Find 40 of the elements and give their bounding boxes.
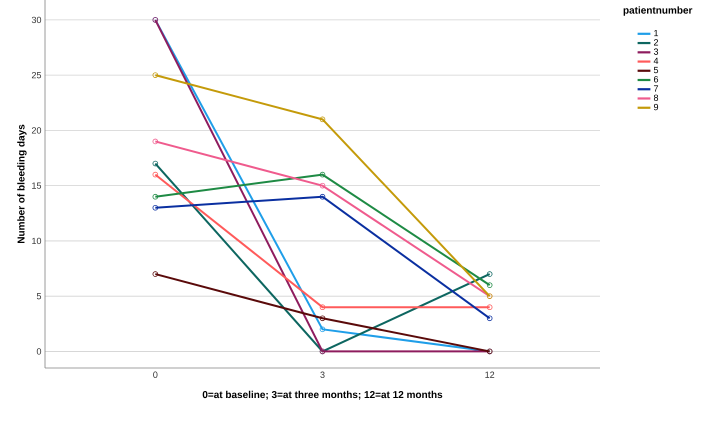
- legend-label: 9: [654, 104, 658, 110]
- y-tick-label: 15: [32, 182, 42, 189]
- point: [152, 72, 158, 78]
- point: [152, 204, 158, 211]
- point: [320, 116, 326, 122]
- y-tick-label: 10: [32, 238, 42, 244]
- y-tick-label: 5: [36, 293, 42, 300]
- legend-label: 5: [654, 66, 658, 74]
- legend-label: 3: [654, 48, 658, 55]
- point: [152, 160, 158, 166]
- x-tick-label: 12: [485, 372, 494, 378]
- y-tick-label: 25: [32, 72, 42, 78]
- legend-label: 2: [654, 39, 658, 46]
- y-axis-title: Number of bleeding days: [17, 124, 27, 244]
- x-tick-label: 0: [153, 372, 158, 378]
- point: [152, 271, 158, 277]
- point: [152, 172, 158, 178]
- x-axis-title: 0=at baseline; 3=at three months; 12=at 12 months: [202, 390, 442, 400]
- y-tick-label: 30: [32, 16, 42, 24]
- legend-label: 1: [654, 30, 658, 36]
- legend-label: 6: [654, 76, 658, 82]
- point: [152, 194, 158, 200]
- point: [320, 182, 326, 188]
- point: [486, 315, 492, 322]
- point: [486, 304, 492, 310]
- point: [320, 326, 326, 332]
- y-tick-label: 0: [36, 348, 42, 355]
- legend-label: 8: [654, 94, 658, 101]
- x-tick-label: 3: [320, 372, 325, 378]
- y-tick-label: 20: [32, 127, 42, 134]
- legend-title: patientnumber: [624, 6, 692, 16]
- point: [152, 138, 158, 144]
- point: [486, 282, 492, 288]
- point: [320, 194, 326, 200]
- legend-label: 4: [654, 58, 658, 64]
- point: [320, 172, 326, 178]
- point: [320, 304, 326, 310]
- point: [320, 315, 326, 322]
- point: [486, 271, 492, 277]
- legend-label: 7: [654, 85, 658, 92]
